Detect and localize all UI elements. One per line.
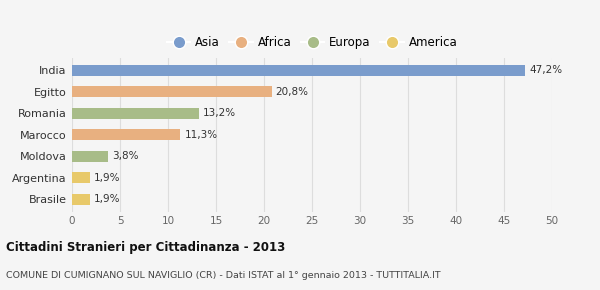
Bar [72, 65, 525, 76]
Bar [72, 194, 90, 205]
Text: 11,3%: 11,3% [184, 130, 217, 140]
Bar [72, 151, 109, 162]
Bar [72, 173, 90, 183]
Legend: Asia, Africa, Europa, America: Asia, Africa, Europa, America [167, 36, 457, 49]
Text: 1,9%: 1,9% [94, 194, 121, 204]
Text: 20,8%: 20,8% [275, 87, 308, 97]
Text: 47,2%: 47,2% [529, 65, 562, 75]
Bar [72, 86, 272, 97]
Bar [72, 129, 181, 140]
Text: 3,8%: 3,8% [112, 151, 139, 161]
Text: Cittadini Stranieri per Cittadinanza - 2013: Cittadini Stranieri per Cittadinanza - 2… [6, 241, 285, 254]
Text: 1,9%: 1,9% [94, 173, 121, 183]
Text: 13,2%: 13,2% [203, 108, 236, 118]
Bar [72, 108, 199, 119]
Text: COMUNE DI CUMIGNANO SUL NAVIGLIO (CR) - Dati ISTAT al 1° gennaio 2013 - TUTTITAL: COMUNE DI CUMIGNANO SUL NAVIGLIO (CR) - … [6, 271, 440, 280]
